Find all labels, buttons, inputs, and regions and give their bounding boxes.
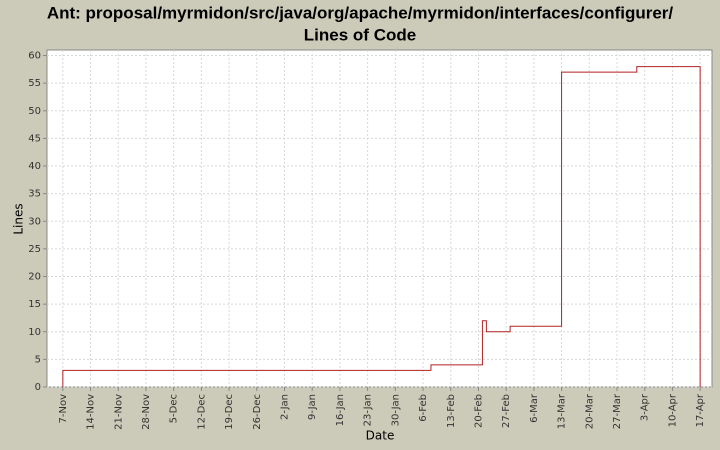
x-tick-label: 16-Jan <box>335 394 346 426</box>
x-tick-label: 26-Dec <box>252 394 263 430</box>
y-axis-label: Lines <box>12 203 26 234</box>
y-tick-label: 40 <box>28 161 41 172</box>
x-tick-label: 2-Jan <box>280 394 291 420</box>
x-tick-label: 6-Feb <box>418 394 429 422</box>
x-tick-label: 20-Mar <box>584 393 595 429</box>
y-tick-label: 45 <box>28 133 41 144</box>
x-tick-label: 10-Apr <box>667 393 678 427</box>
chart-title: Ant: proposal/myrmidon/src/java/org/apac… <box>47 3 674 22</box>
x-tick-label: 21-Nov <box>113 394 124 430</box>
y-tick-label: 20 <box>28 272 41 283</box>
x-tick-label: 23-Jan <box>363 394 374 426</box>
x-tick-label: 6-Mar <box>529 393 540 423</box>
x-tick-label: 19-Dec <box>224 394 235 430</box>
y-tick-label: 0 <box>35 382 41 393</box>
y-tick-label: 5 <box>35 354 41 365</box>
x-tick-label: 7-Nov <box>58 394 69 424</box>
x-tick-label: 27-Mar <box>612 393 623 429</box>
x-tick-label: 14-Nov <box>86 394 97 430</box>
x-tick-label: 13-Mar <box>557 393 568 429</box>
y-tick-label: 25 <box>28 244 41 255</box>
y-tick-label: 50 <box>28 106 41 117</box>
x-tick-label: 5-Dec <box>169 394 180 423</box>
y-tick-label: 35 <box>28 189 41 200</box>
x-tick-label: 13-Feb <box>446 394 457 428</box>
chart-subtitle: Lines of Code <box>304 25 416 44</box>
x-tick-label: 30-Jan <box>390 394 401 426</box>
x-tick-label: 17-Apr <box>695 393 706 427</box>
x-tick-label: 12-Dec <box>196 394 207 430</box>
x-tick-label: 9-Jan <box>307 394 318 420</box>
y-tick-label: 10 <box>28 327 41 338</box>
x-tick-label: 28-Nov <box>141 394 152 430</box>
y-tick-label: 30 <box>28 216 41 227</box>
y-tick-label: 15 <box>28 299 41 310</box>
x-axis-label: Date <box>366 429 395 443</box>
x-tick-label: 27-Feb <box>501 394 512 428</box>
plot-area <box>46 49 713 388</box>
line-series <box>62 66 701 387</box>
x-tick-label: 20-Feb <box>473 394 484 428</box>
y-tick-label: 55 <box>28 78 41 89</box>
y-tick-label: 60 <box>28 51 41 62</box>
x-tick-label: 3-Apr <box>640 393 651 421</box>
